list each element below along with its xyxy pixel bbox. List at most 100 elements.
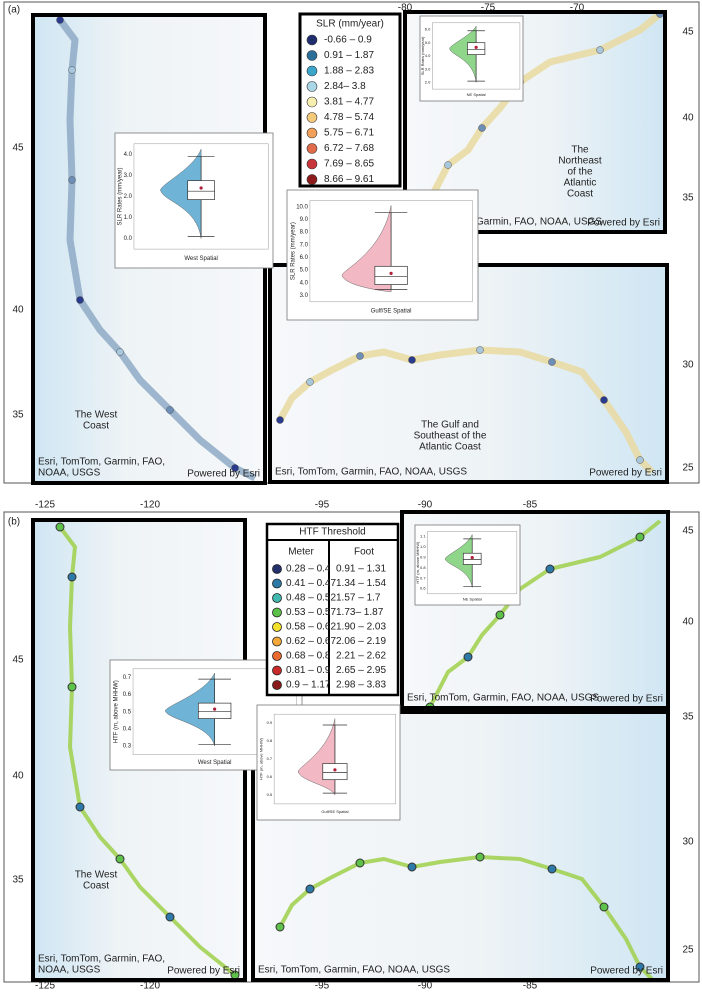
station bbox=[165, 912, 175, 922]
graticule-label: 30 bbox=[682, 360, 694, 371]
station bbox=[305, 884, 315, 894]
inset-x-label: Gulf/SE Spatial bbox=[321, 809, 348, 814]
legend-swatch bbox=[272, 651, 282, 661]
box bbox=[187, 180, 215, 200]
attribution: NOAA, USGS bbox=[38, 468, 101, 479]
graticule-label: -75 bbox=[481, 3, 496, 14]
legend-label: 0.62 – 0.67 bbox=[286, 636, 336, 647]
graticule-label: -70 bbox=[570, 3, 585, 14]
legend-swatch bbox=[272, 607, 282, 618]
coastline bbox=[276, 346, 655, 475]
region-label: Southeast of the bbox=[414, 431, 487, 442]
station bbox=[67, 682, 77, 692]
region-label: Atlantic bbox=[564, 178, 597, 189]
region-label: Coast bbox=[83, 881, 109, 892]
legend-label: 4.78 – 5.74 bbox=[324, 112, 374, 123]
graticule-label: -80 bbox=[398, 3, 413, 14]
inset-tick-label: 5.0 bbox=[425, 40, 431, 45]
graticule-label: 40 bbox=[12, 771, 24, 782]
station bbox=[475, 852, 485, 862]
mean-point bbox=[389, 271, 393, 276]
graticule-label: -125 bbox=[35, 981, 55, 992]
attribution: Esri, TomTom, Garmin, FAO, NOAA, USGS bbox=[275, 467, 467, 478]
coastline bbox=[409, 11, 663, 228]
inset-tick-label: 0.4 bbox=[123, 726, 132, 732]
station bbox=[276, 416, 284, 424]
half-violin bbox=[165, 672, 215, 747]
inset-x-label: NE Spatial bbox=[463, 596, 482, 601]
region-label: The Gulf and bbox=[421, 420, 479, 431]
attribution: Esri, TomTom, Garmin, FAO, NOAA, USGS bbox=[407, 693, 599, 704]
inset-x-label: NE Spatial bbox=[467, 92, 486, 97]
plot-area bbox=[133, 143, 269, 250]
inset-tick-label: 2.0 bbox=[425, 80, 431, 85]
legend-label: 1.88 – 2.83 bbox=[324, 66, 374, 77]
legend-label: 1.73– 1.87 bbox=[336, 607, 384, 618]
graticule-label: 35 bbox=[682, 193, 694, 204]
legend-label: 0.81 – 0.9 bbox=[286, 665, 331, 676]
station bbox=[476, 346, 484, 354]
station bbox=[166, 406, 174, 414]
inset-tick-label: 5.0 bbox=[300, 268, 309, 274]
graticule-label: 35 bbox=[12, 875, 24, 886]
region-label: The West bbox=[75, 410, 118, 421]
graticule-label: -125 bbox=[35, 500, 55, 511]
graticule-label: 40 bbox=[12, 305, 24, 316]
inset-y-label: HTF (m, above MHHW) bbox=[415, 541, 420, 584]
inset-tick-label: 10.0 bbox=[296, 204, 308, 210]
legend-swatch bbox=[306, 143, 318, 154]
legend-swatch bbox=[272, 622, 282, 632]
legend-label: 2.65 – 2.95 bbox=[336, 665, 386, 676]
box bbox=[322, 763, 348, 781]
map-border bbox=[251, 710, 670, 982]
attribution: Esri, TomTom, Garmin, FAO, NOAA, USGS bbox=[410, 217, 602, 228]
region-label: Northeast bbox=[558, 156, 602, 167]
panel-label: (a) bbox=[8, 5, 20, 16]
inset-plot: 3.0 4.0 5.0 6.0 7.0 8.0 9.0 10.0 SLR Rates (mm/y… bbox=[286, 189, 479, 321]
legend-label: 5.75 – 6.71 bbox=[324, 128, 374, 139]
station bbox=[548, 358, 556, 366]
region-label: The West bbox=[75, 870, 118, 881]
mean-point bbox=[470, 556, 474, 560]
coastline bbox=[57, 17, 257, 482]
inset-tick-label: 0.6 bbox=[123, 692, 132, 698]
graticule-label: 45 bbox=[12, 655, 24, 666]
legend-label: 0.48 – 0.52 bbox=[286, 593, 336, 604]
graticule-label: -85 bbox=[523, 500, 538, 511]
station bbox=[635, 532, 645, 542]
legend-label: 2.84– 3.8 bbox=[324, 81, 366, 92]
station bbox=[408, 356, 416, 364]
station bbox=[478, 124, 486, 132]
inset-tick-label: 1.1 bbox=[420, 534, 426, 539]
legend-swatch bbox=[306, 50, 318, 61]
powered-by: Powered by Esri bbox=[187, 469, 260, 480]
legend-swatch bbox=[272, 578, 282, 589]
inset-plot: 0.0 1.0 2.0 3.0 4.0 SLR Rates (mm/year) West S… bbox=[114, 132, 274, 269]
legend-swatch bbox=[306, 65, 318, 77]
legend-swatch bbox=[272, 593, 282, 603]
map-border bbox=[400, 510, 670, 710]
graticule-label: -120 bbox=[140, 500, 160, 511]
legend-label: 0.91 – 1.87 bbox=[324, 50, 374, 61]
mean-point bbox=[199, 186, 203, 190]
mean-point bbox=[213, 707, 217, 711]
inset-tick-label: 0.5 bbox=[267, 792, 273, 797]
half-violin bbox=[160, 148, 202, 239]
legend-label: 8.66 – 9.61 bbox=[324, 174, 374, 185]
inset-tick-label: 1.0 bbox=[124, 215, 133, 221]
attribution: Esri, TomTom, Garmin, FAO, NOAA, USGS bbox=[258, 965, 450, 976]
station bbox=[68, 176, 76, 184]
graticule-label: 45 bbox=[12, 143, 24, 154]
region-label: The bbox=[571, 145, 589, 156]
legend-swatch bbox=[272, 636, 282, 647]
legend-swatch bbox=[272, 680, 282, 690]
legend-swatch bbox=[306, 81, 318, 92]
station bbox=[407, 862, 417, 872]
inset-tick-label: 4.0 bbox=[425, 53, 431, 58]
legend-label: 0.28 – 0.4 bbox=[286, 564, 331, 575]
station bbox=[596, 46, 604, 54]
inset-tick-label: 2.0 bbox=[124, 194, 133, 200]
inset-tick-label: 3.0 bbox=[425, 66, 431, 71]
